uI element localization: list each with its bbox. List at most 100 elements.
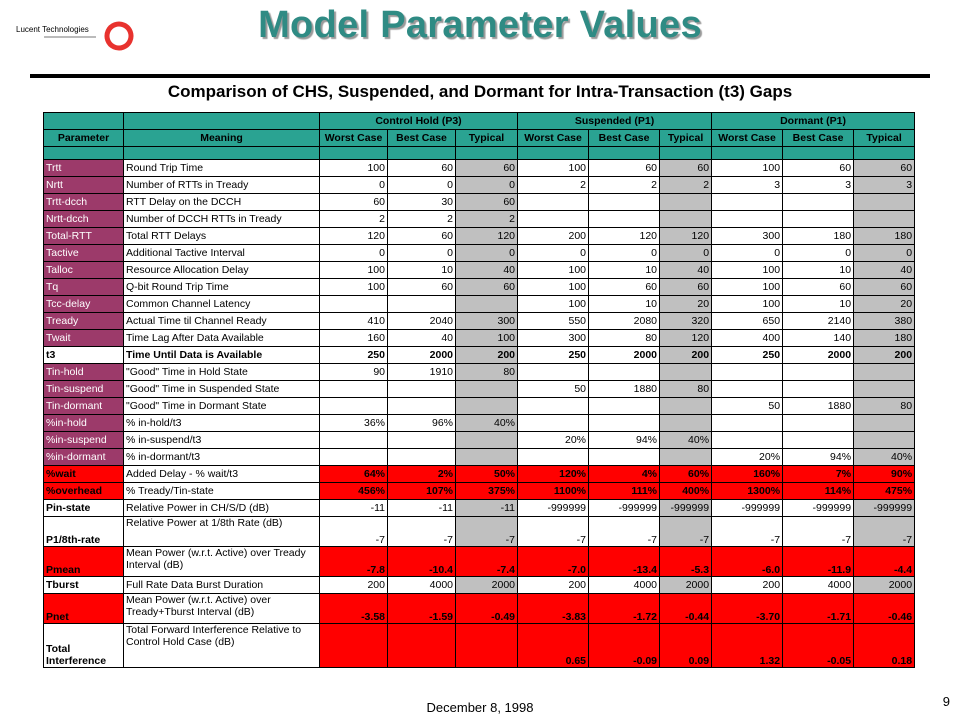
- value-cell: 1880: [782, 397, 855, 415]
- value-cell: [711, 380, 784, 398]
- value-cell: 550: [517, 312, 590, 330]
- value-cell: [454, 431, 519, 449]
- value-cell: 100: [319, 159, 388, 177]
- header-spacer-cell: [123, 146, 320, 160]
- param-cell: Tcc-delay: [43, 295, 124, 313]
- value-cell: 60: [588, 159, 661, 177]
- value-cell: [387, 295, 456, 313]
- param-cell: Tq: [43, 278, 124, 296]
- value-cell: 200: [711, 576, 784, 594]
- param-cell: %wait: [43, 465, 124, 483]
- value-cell: [454, 380, 519, 398]
- header-spacer-cell: [319, 146, 388, 160]
- page-subtitle: Comparison of CHS, Suspended, and Dorman…: [167, 82, 793, 101]
- value-cell: -3.70: [711, 593, 784, 624]
- value-cell: [319, 448, 388, 466]
- param-cell: t3: [43, 346, 124, 364]
- value-cell: 250: [711, 346, 784, 364]
- value-cell: 200: [517, 227, 590, 245]
- param-cell: Tactive: [43, 244, 124, 262]
- value-cell: [659, 210, 713, 228]
- value-cell: -11: [319, 499, 388, 517]
- value-cell: [782, 431, 855, 449]
- value-cell: 1910: [387, 363, 456, 381]
- table-row: %in-dormant% in-dormant/t3 20% 94% 40%: [43, 448, 916, 466]
- value-cell: 60: [853, 278, 916, 296]
- value-cell: -999999: [853, 499, 916, 517]
- value-cell: 0: [387, 176, 456, 194]
- value-cell: 120: [588, 227, 661, 245]
- value-cell: 200: [853, 346, 916, 364]
- value-cell: 456%: [319, 482, 388, 500]
- value-cell: 300: [711, 227, 784, 245]
- value-cell: 80: [454, 363, 519, 381]
- value-cell: 111%: [588, 482, 661, 500]
- meaning-cell: Number of RTTs in Tready: [123, 176, 320, 194]
- param-cell: Trtt-dcch: [43, 193, 124, 211]
- value-cell: 60: [387, 227, 456, 245]
- meaning-cell: "Good" Time in Hold State: [123, 363, 320, 381]
- param-cell: %in-hold: [43, 414, 124, 432]
- value-cell: -7: [588, 516, 661, 547]
- meaning-cell: % Tready/Tin-state: [123, 482, 320, 500]
- value-cell: 100: [711, 159, 784, 177]
- value-cell: 10: [387, 261, 456, 279]
- value-cell: [517, 363, 590, 381]
- value-cell: 120: [659, 329, 713, 347]
- value-cell: 60: [588, 278, 661, 296]
- value-cell: 20%: [517, 431, 590, 449]
- value-cell: 2: [588, 176, 661, 194]
- value-cell: 60: [454, 278, 519, 296]
- header-spacer-row: [43, 146, 916, 160]
- header-group: Dormant (P1): [711, 112, 916, 130]
- value-cell: 80: [659, 380, 713, 398]
- meaning-cell: Additional Tactive Interval: [123, 244, 320, 262]
- param-cell: Total-RTT: [43, 227, 124, 245]
- table-row: Total Interference Total Forward Interfer…: [43, 623, 916, 668]
- value-cell: 100: [711, 278, 784, 296]
- value-cell: -7: [853, 516, 916, 547]
- value-cell: [853, 210, 916, 228]
- value-cell: 180: [782, 227, 855, 245]
- value-cell: -1.59: [387, 593, 456, 624]
- value-cell: 200: [454, 346, 519, 364]
- value-cell: -1.71: [782, 593, 855, 624]
- value-cell: 2040: [387, 312, 456, 330]
- value-cell: [782, 210, 855, 228]
- header-spacer-cell: [517, 146, 590, 160]
- value-cell: 0: [711, 244, 784, 262]
- value-cell: 410: [319, 312, 388, 330]
- value-cell: 120: [454, 227, 519, 245]
- value-cell: 2%: [387, 465, 456, 483]
- lucent-logo: Lucent Technologies: [12, 16, 134, 52]
- value-cell: [517, 193, 590, 211]
- value-cell: 300: [454, 312, 519, 330]
- value-cell: 2000: [454, 576, 519, 594]
- value-cell: 2140: [782, 312, 855, 330]
- value-cell: -7: [659, 516, 713, 547]
- table-row: Nrtt-dcch Number of DCCH RTTs in Tready 2 2…: [43, 210, 916, 228]
- value-cell: 0.65: [517, 623, 590, 668]
- value-cell: [387, 448, 456, 466]
- table-row: Trtt-dcch RTT Delay on the DCCH 60 30 60: [43, 193, 916, 211]
- value-cell: -3.58: [319, 593, 388, 624]
- value-cell: [319, 431, 388, 449]
- table-row: Total-RTT Total RTT Delays 120 60 120 200 120 1…: [43, 227, 916, 245]
- page-title: Model Parameter Values: [258, 4, 702, 46]
- value-cell: 0: [319, 244, 388, 262]
- value-cell: -0.49: [454, 593, 519, 624]
- value-cell: [454, 397, 519, 415]
- value-cell: [659, 448, 713, 466]
- value-cell: 50: [711, 397, 784, 415]
- value-cell: 1880: [588, 380, 661, 398]
- value-cell: 100: [319, 278, 388, 296]
- value-cell: [387, 431, 456, 449]
- meaning-cell: "Good" Time in Suspended State: [123, 380, 320, 398]
- title-rule: [30, 74, 930, 78]
- value-cell: -7.8: [319, 546, 388, 577]
- value-cell: [711, 210, 784, 228]
- meaning-cell: % in-dormant/t3: [123, 448, 320, 466]
- value-cell: 250: [319, 346, 388, 364]
- header-column: Worst Case: [517, 129, 590, 147]
- table-row: Tin-dormant "Good" Time in Dormant State 5…: [43, 397, 916, 415]
